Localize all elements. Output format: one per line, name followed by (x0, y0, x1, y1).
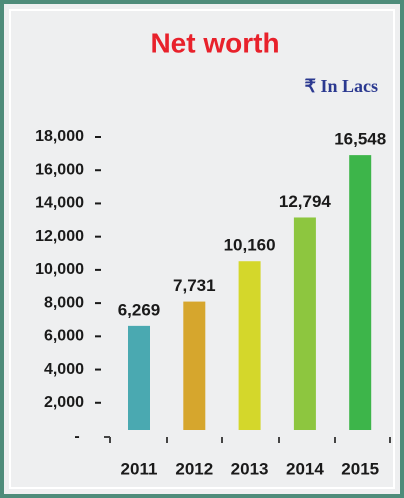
x-tick-label: 2011 (121, 459, 158, 478)
y-tick-label: 12,000 (35, 228, 84, 245)
y-tick-label: 2,000 (44, 394, 84, 411)
y-tick-label: 10,000 (35, 261, 84, 278)
x-tick-label: 2015 (341, 459, 379, 478)
value-label: 12,794 (279, 192, 332, 211)
value-label: 7,731 (173, 276, 216, 295)
bar (238, 261, 261, 430)
x-axis-ticks (104, 436, 391, 443)
y-tick-label: 16,000 (35, 161, 84, 178)
y-tick-label: 18,000 (35, 128, 84, 145)
bar (293, 217, 316, 430)
bar (183, 301, 206, 430)
y-tick-label: 14,000 (35, 195, 84, 212)
x-tick-label: 2013 (231, 459, 269, 478)
y-tick-label: 8,000 (44, 294, 84, 311)
inner-frame (9, 9, 395, 489)
bar (128, 325, 150, 430)
y-tick-label: 6,000 (44, 328, 84, 345)
value-label: 6,269 (118, 300, 161, 319)
chart-title: Net worth (150, 27, 279, 58)
unit-label: ₹ In Lacs (305, 76, 378, 96)
x-tick-label: 2012 (175, 459, 213, 478)
value-label: 16,548 (334, 130, 386, 149)
x-tick-label: 2014 (286, 459, 324, 478)
bar (349, 155, 372, 431)
value-label: 10,160 (224, 236, 276, 255)
origin-dash: - (74, 428, 79, 445)
y-tick-label: 4,000 (44, 361, 84, 378)
